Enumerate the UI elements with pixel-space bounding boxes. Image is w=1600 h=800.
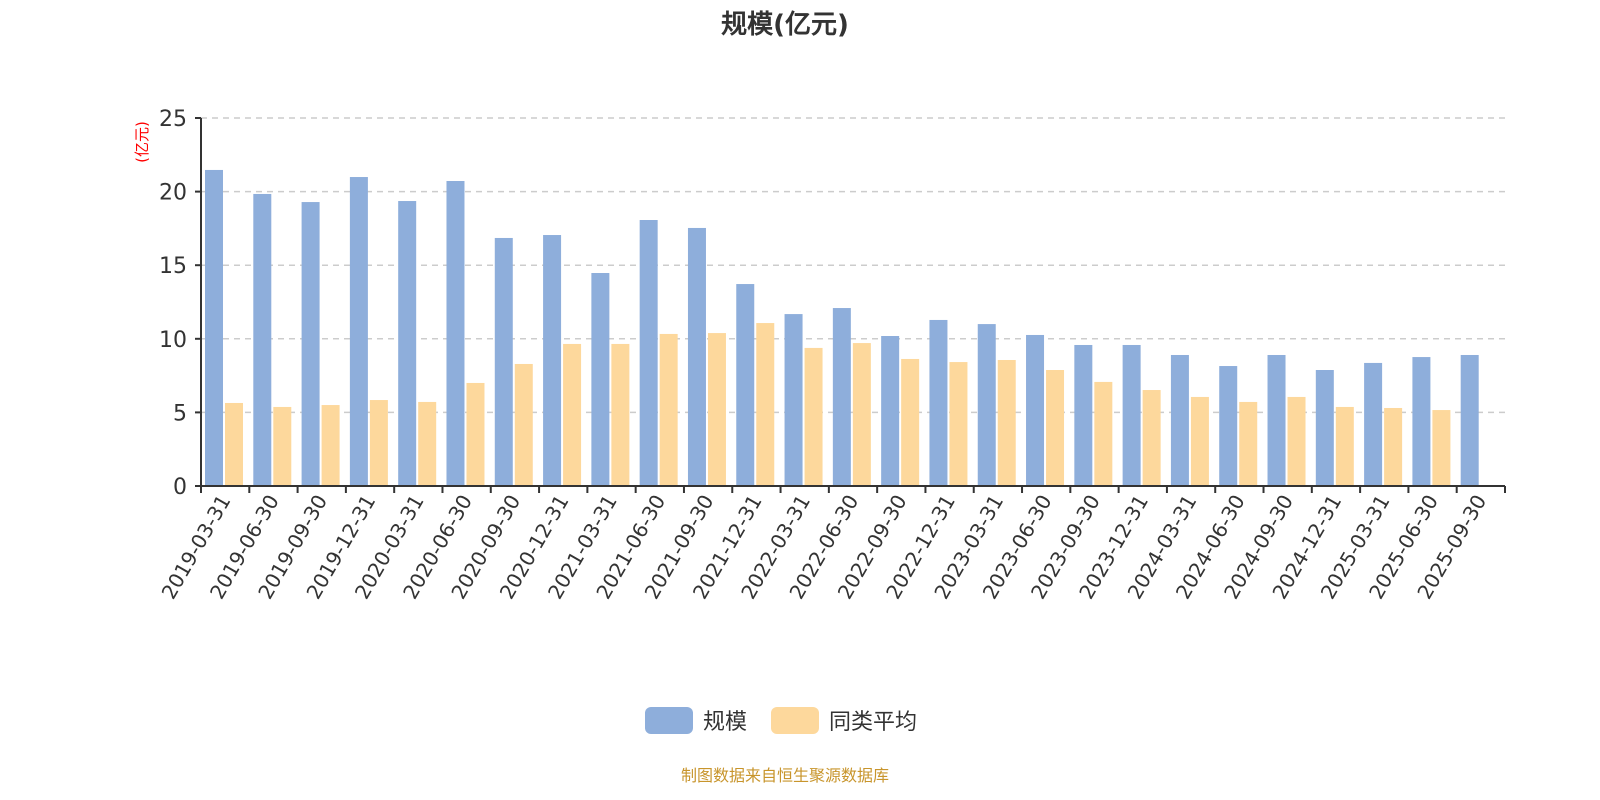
bar-scale — [736, 284, 755, 486]
y-axis-label: (亿元) — [133, 121, 151, 163]
bar-scale — [1026, 334, 1045, 486]
bar-scale — [832, 308, 851, 486]
bar-scale — [1315, 370, 1334, 486]
bar-peer-average — [563, 343, 582, 486]
bar-peer-average — [1287, 396, 1306, 486]
bar-peer-average — [901, 358, 920, 486]
bar-scale — [687, 227, 706, 486]
bar-peer-average — [1384, 407, 1403, 486]
bar-peer-average — [1046, 370, 1065, 486]
bar-peer-average — [659, 333, 678, 486]
bar-peer-average — [1094, 381, 1113, 486]
y-tick-label: 25 — [159, 107, 187, 132]
bar-scale — [639, 220, 658, 487]
bar-scale — [1219, 366, 1238, 486]
bar-scale — [929, 319, 948, 486]
bar-peer-average — [611, 343, 630, 486]
bar-scale — [881, 336, 900, 486]
bar-scale — [205, 169, 223, 486]
bar-peer-average — [756, 323, 775, 486]
bar-scale — [349, 177, 368, 486]
y-tick-label: 0 — [173, 475, 187, 500]
bar-scale — [253, 193, 272, 486]
legend-label: 同类平均 — [829, 710, 917, 735]
bar-peer-average — [1142, 390, 1161, 486]
bar-scale — [1170, 354, 1189, 486]
bar-scale — [301, 202, 320, 486]
bar-peer-average — [949, 362, 968, 486]
y-tick-label: 20 — [159, 181, 187, 206]
bar-scale — [784, 314, 803, 486]
bar-scale — [1074, 344, 1093, 486]
bar-scale — [494, 237, 513, 486]
bar-peer-average — [321, 405, 340, 486]
bar-peer-average — [273, 406, 292, 486]
bar-scale — [543, 235, 562, 486]
y-tick-label: 10 — [159, 328, 187, 353]
bar-peer-average — [1335, 406, 1354, 486]
bar-scale — [1412, 357, 1431, 486]
y-tick-label: 5 — [173, 401, 187, 426]
bar-peer-average — [466, 382, 485, 486]
bar-peer-average — [804, 347, 823, 486]
bar-peer-average — [997, 359, 1016, 486]
chart-title: 规模(亿元) — [721, 10, 849, 40]
bar-scale — [1364, 362, 1383, 486]
legend-label: 规模 — [703, 710, 747, 735]
bar-peer-average — [1239, 401, 1258, 486]
bar-peer-average — [707, 333, 726, 486]
bar-peer-average — [225, 402, 243, 486]
bar-scale — [446, 181, 465, 487]
y-tick-label: 15 — [159, 254, 187, 279]
bar-peer-average — [514, 363, 533, 486]
bar-scale — [977, 324, 996, 486]
bar-peer-average — [418, 401, 437, 486]
source-note: 制图数据来自恒生聚源数据库 — [681, 766, 889, 785]
bar-scale — [1460, 354, 1479, 486]
bar-peer-average — [1432, 410, 1451, 486]
bar-scale — [1122, 344, 1141, 486]
bar-peer-average — [369, 400, 388, 486]
bar-scale — [398, 201, 417, 486]
legend-swatch — [771, 707, 819, 734]
bar-peer-average — [1190, 396, 1209, 486]
bar-scale — [1267, 354, 1286, 486]
bar-peer-average — [852, 343, 871, 486]
legend-swatch — [645, 707, 693, 734]
bar-scale — [591, 273, 610, 486]
